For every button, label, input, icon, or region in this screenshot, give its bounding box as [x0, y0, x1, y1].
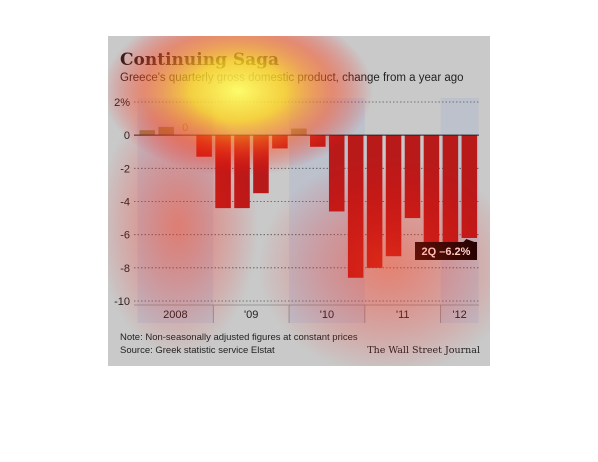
annotation-label: 2Q –6.2%	[422, 246, 471, 258]
bar	[291, 128, 307, 136]
bar	[158, 126, 174, 136]
chart-source: Source: Greek statistic service Elstat	[120, 345, 275, 356]
bar	[385, 135, 402, 257]
y-tick-label: -10	[114, 296, 130, 308]
year-label: '12	[452, 309, 466, 321]
y-tick-label: -4	[120, 197, 130, 209]
y-tick-label: -8	[120, 263, 130, 275]
y-tick-label: 0	[124, 130, 130, 142]
chart-card: Continuing Saga Greece's quarterly gross…	[108, 36, 490, 366]
bar	[253, 135, 269, 194]
year-label: 2008	[163, 309, 187, 321]
bar	[404, 135, 421, 219]
bar	[234, 135, 250, 209]
zero-value-label: 0	[182, 122, 188, 134]
bar	[310, 135, 326, 147]
year-label: '11	[396, 309, 410, 321]
bar	[328, 135, 345, 212]
y-tick-label: 2%	[114, 97, 130, 109]
bar	[461, 135, 478, 238]
bar	[442, 135, 459, 243]
chart-note: Note: Non-seasonally adjusted figures at…	[120, 332, 358, 343]
bar-chart: 2008 '09 '10 '11 '12 2% 0 -2 -4 -6 -8 -10 0 2Q –6.2%	[114, 97, 479, 323]
bar	[423, 135, 440, 260]
y-tick-label: -2	[120, 163, 130, 175]
year-label: '09	[244, 309, 258, 321]
publisher-logo: The Wall Street Journal	[367, 345, 480, 356]
bar	[272, 135, 288, 149]
bar	[196, 135, 212, 157]
bar	[215, 135, 231, 209]
bar	[347, 135, 364, 278]
bar	[366, 135, 383, 268]
bar	[139, 130, 156, 136]
year-label: '10	[320, 309, 334, 321]
y-tick-label: -6	[120, 230, 130, 242]
